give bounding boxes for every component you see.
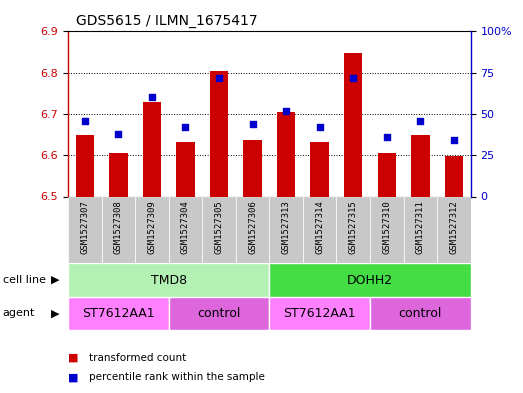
Point [349,75,357,81]
Point [81,118,89,124]
Text: GSM1527315: GSM1527315 [349,200,358,253]
Text: GSM1527313: GSM1527313 [281,200,291,253]
Text: GSM1527305: GSM1527305 [214,200,223,253]
Bar [68,196,101,263]
Text: control: control [197,307,241,320]
Text: DOHH2: DOHH2 [347,274,393,286]
Bar [303,196,336,263]
Bar [101,196,135,263]
Text: GSM1527304: GSM1527304 [181,200,190,253]
Text: transformed count: transformed count [89,353,186,363]
Text: GSM1527312: GSM1527312 [449,200,459,253]
Bar [236,196,269,263]
Text: GSM1527308: GSM1527308 [114,200,123,253]
Bar [168,297,269,330]
Bar [168,196,202,263]
Text: agent: agent [3,309,35,318]
Bar [404,196,437,263]
Point [248,121,257,127]
Bar [269,263,471,297]
Bar [277,112,295,196]
Text: GSM1527309: GSM1527309 [147,200,156,253]
Point [450,137,458,143]
Point [383,134,391,140]
Point [181,124,190,130]
Point [416,118,425,124]
Text: percentile rank within the sample: percentile rank within the sample [89,372,265,382]
Text: GSM1527306: GSM1527306 [248,200,257,253]
Text: ST7612AA1: ST7612AA1 [283,307,356,320]
Point [114,130,122,137]
Bar [143,103,161,196]
Bar [378,153,396,196]
Bar [202,196,236,263]
Text: ■: ■ [68,372,78,382]
Text: GSM1527311: GSM1527311 [416,200,425,253]
Point [282,108,290,114]
Text: control: control [399,307,442,320]
Text: GSM1527310: GSM1527310 [382,200,391,253]
Bar [445,156,463,196]
Text: cell line: cell line [3,275,46,285]
Text: GDS5615 / ILMN_1675417: GDS5615 / ILMN_1675417 [76,14,258,28]
Bar [411,134,429,196]
Text: ■: ■ [68,353,78,363]
Bar [344,53,362,196]
Bar [243,140,262,196]
Bar [176,142,195,196]
Bar [336,196,370,263]
Point [147,94,156,101]
Bar [68,297,168,330]
Bar [210,71,228,196]
Bar [109,153,128,196]
Bar [370,297,471,330]
Text: TMD8: TMD8 [151,274,187,286]
Point [215,75,223,81]
Bar [370,196,404,263]
Bar [269,297,370,330]
Bar [68,263,269,297]
Text: ▶: ▶ [51,309,59,318]
Text: ▶: ▶ [51,275,59,285]
Bar [75,136,94,196]
Bar [311,142,329,196]
Text: GSM1527307: GSM1527307 [80,200,89,253]
Bar [269,196,303,263]
Point [315,124,324,130]
Bar [135,196,168,263]
Bar [437,196,471,263]
Text: ST7612AA1: ST7612AA1 [82,307,155,320]
Text: GSM1527314: GSM1527314 [315,200,324,253]
